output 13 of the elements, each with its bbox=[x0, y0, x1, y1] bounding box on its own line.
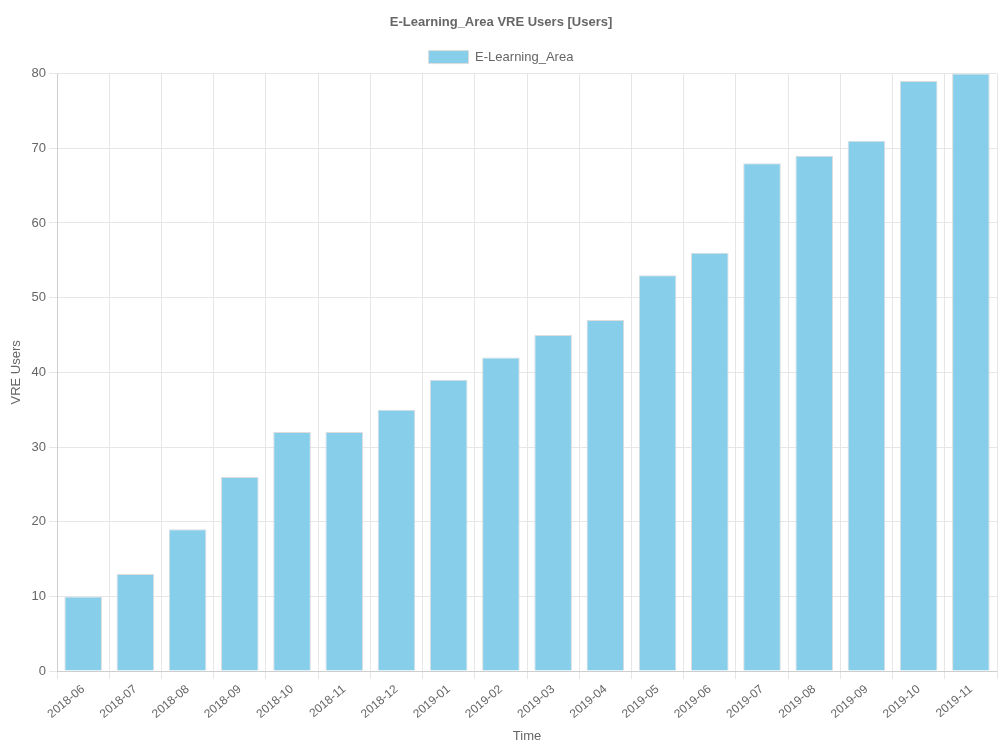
y-tick-label: 30 bbox=[31, 438, 47, 454]
y-tick-label: 80 bbox=[31, 65, 47, 81]
y-tick-label: 0 bbox=[38, 662, 47, 678]
y-tick-label: 60 bbox=[31, 214, 47, 230]
y-axis-title: VRE Users bbox=[8, 339, 24, 405]
y-tick-label: 50 bbox=[31, 289, 47, 305]
x-axis-title: Time bbox=[512, 727, 542, 743]
legend-label: E-Learning_Area bbox=[475, 48, 575, 64]
chart-title: E-Learning_Area VRE Users [Users] bbox=[389, 14, 613, 30]
y-tick-label: 70 bbox=[31, 139, 47, 155]
y-tick-label: 20 bbox=[31, 513, 47, 529]
y-tick-label: 40 bbox=[31, 363, 47, 379]
y-tick-label: 10 bbox=[31, 587, 47, 603]
